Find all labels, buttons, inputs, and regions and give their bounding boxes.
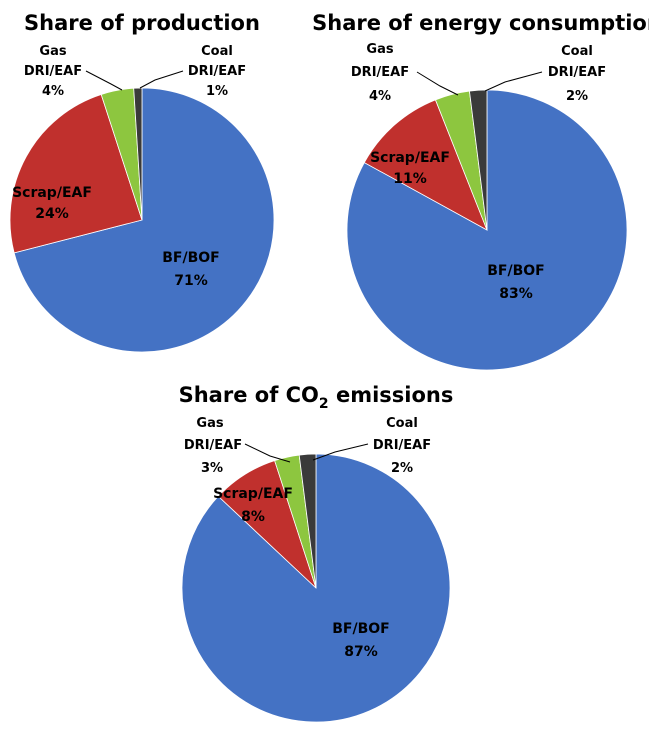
leader-coal-1 <box>139 70 184 89</box>
pie-slice-scrap-eaf <box>363 99 488 231</box>
label-bfbof-name-2: BF/BOF <box>487 263 544 279</box>
pie-slice-scrap-eaf <box>9 93 143 254</box>
label-coal-name-1: Coal <box>201 44 233 59</box>
label-coal-name-2: Coal <box>561 44 593 59</box>
label-gas-value-2: 4% <box>369 89 391 104</box>
pie-slice-coal-dri-eaf <box>298 453 317 589</box>
label-scrap-value-2: 11% <box>393 171 427 187</box>
leader-gas-1 <box>85 70 123 91</box>
label-coal-type-2: DRI/EAF <box>548 65 606 80</box>
chart-title-production: Share of production <box>24 11 260 35</box>
leader-coal-3 <box>312 443 369 461</box>
label-gas-name-2: Gas <box>366 42 393 57</box>
leader-coal-2 <box>484 71 543 92</box>
label-gas-name-3: Gas <box>196 416 223 431</box>
label-gas-type-1: DRI/EAF <box>24 64 82 79</box>
label-coal-value-2: 2% <box>566 89 588 104</box>
leader-gas-2 <box>416 71 459 96</box>
chart-production: Share of production Gas DRI/EAF 4% Coal … <box>9 11 275 353</box>
pie-production <box>9 87 275 353</box>
pie-energy <box>346 89 628 371</box>
chart-co2: Share of CO2 emissions Gas DRI/EAF 3% Co… <box>179 383 454 723</box>
label-bfbof-name-3: BF/BOF <box>332 621 389 637</box>
label-coal-value-1: 1% <box>206 84 228 99</box>
label-gas-name-1: Gas <box>39 44 66 59</box>
label-bfbof-value-1: 71% <box>174 273 208 289</box>
chart-energy: Share of energy consumption Gas DRI/EAF … <box>312 11 649 371</box>
pie-co2 <box>181 453 451 723</box>
label-coal-type-3: DRI/EAF <box>373 438 431 453</box>
label-gas-type-3: DRI/EAF <box>184 438 242 453</box>
label-scrap-value-3: 8% <box>241 509 265 525</box>
label-gas-value-1: 4% <box>42 84 64 99</box>
chart-title-energy: Share of energy consumption <box>312 11 649 35</box>
label-gas-type-2: DRI/EAF <box>351 65 409 80</box>
label-bfbof-name-1: BF/BOF <box>162 250 219 266</box>
chart-title-co2: Share of CO2 emissions <box>179 383 454 412</box>
label-coal-type-1: DRI/EAF <box>188 64 246 79</box>
label-scrap-name-1: Scrap/EAF <box>12 185 92 201</box>
pie-slice-coal-dri-eaf <box>133 87 143 221</box>
label-bfbof-value-2: 83% <box>499 286 533 302</box>
label-bfbof-value-3: 87% <box>344 644 378 660</box>
leader-gas-3 <box>244 443 291 463</box>
label-scrap-value-1: 24% <box>35 206 69 222</box>
label-gas-value-3: 3% <box>201 461 223 476</box>
label-scrap-name-2: Scrap/EAF <box>370 150 450 166</box>
label-coal-value-3: 2% <box>391 461 413 476</box>
label-coal-name-3: Coal <box>386 416 418 431</box>
pie-slice-bf-bof <box>13 87 275 353</box>
label-scrap-name-3: Scrap/EAF <box>213 486 293 502</box>
